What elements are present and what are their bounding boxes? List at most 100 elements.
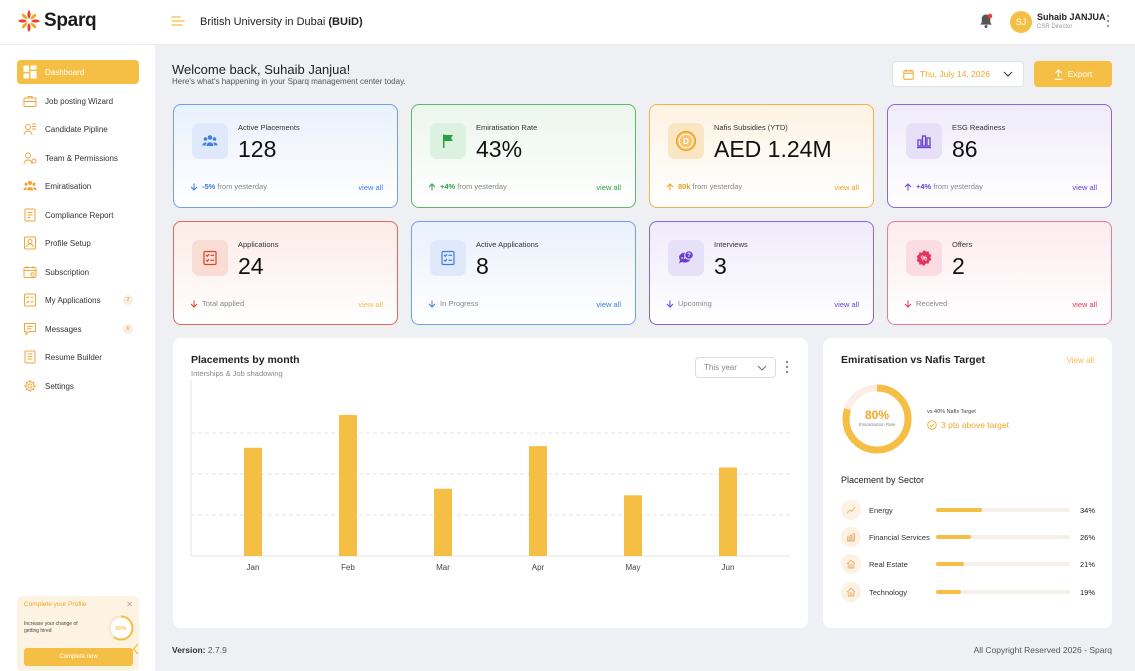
- sector-progress-track: [936, 508, 1070, 512]
- above-target-text: 3 pts above target: [941, 420, 1010, 430]
- view-all-link[interactable]: view all: [596, 300, 621, 309]
- profile-progress-ring: 60%: [107, 614, 135, 642]
- svg-text:D: D: [683, 137, 689, 146]
- sidebar-item-candidate-pipline[interactable]: Candidate Pipline: [17, 117, 139, 141]
- bar-apr[interactable]: [529, 446, 547, 556]
- sector-row-financial-services: Financial Services 26%: [841, 527, 1095, 547]
- sidebar-item-label: Team & Permissions: [45, 153, 118, 163]
- stat-label: ESG Readiness: [952, 123, 1006, 132]
- stat-value: 86: [952, 136, 978, 162]
- upload-icon: [1054, 68, 1063, 80]
- sidebar-item-dashboard[interactable]: Dashboard: [17, 60, 139, 84]
- sector-row-technology: Technology 19%: [841, 582, 1095, 602]
- emiratisation-percent: 80%: [864, 408, 890, 422]
- sidebar-item-emiratisation[interactable]: Emiratisation: [17, 174, 139, 198]
- view-all-link[interactable]: view all: [834, 300, 859, 309]
- profile-icon: [23, 236, 37, 250]
- stat-value: 8: [476, 253, 489, 279]
- stat-trend-text: from yesterday: [457, 182, 507, 191]
- above-target-status: 3 pts above target: [927, 420, 1009, 430]
- view-all-link[interactable]: view all: [358, 183, 383, 192]
- sidebar-item-team-permissions[interactable]: Team & Permissions: [17, 146, 139, 170]
- close-icon[interactable]: ✕: [126, 600, 133, 609]
- coin-icon: D: [668, 123, 704, 159]
- sidebar-item-settings[interactable]: Settings: [17, 374, 139, 398]
- bar-may[interactable]: [624, 495, 642, 556]
- sidebar-item-compliance-report[interactable]: Compliance Report: [17, 203, 139, 227]
- stat-value: 3: [714, 253, 727, 279]
- version-info: Version: 2.7.9: [172, 645, 227, 655]
- view-all-link[interactable]: view all: [834, 183, 859, 192]
- x-tick-label: Feb: [341, 563, 355, 572]
- sector-row-real-estate: Real Estate 21%: [841, 554, 1095, 574]
- sidebar-item-resume-builder[interactable]: Resume Builder: [17, 345, 139, 369]
- messages-icon: [23, 322, 37, 336]
- stat-label: Active Applications: [476, 240, 539, 249]
- sector-row-energy: Energy 34%: [841, 500, 1095, 520]
- sector-progress-track: [936, 535, 1070, 539]
- view-all-link[interactable]: view all: [1072, 300, 1097, 309]
- briefcase-icon: [23, 94, 37, 108]
- stat-card-active-placements: Active Placements 128 -5% from yesterday vie…: [173, 104, 398, 208]
- view-all-link[interactable]: view all: [358, 300, 383, 309]
- stat-label: Active Placements: [238, 123, 300, 132]
- logo[interactable]: Sparq: [18, 10, 97, 32]
- notification-bell-icon[interactable]: [979, 13, 993, 29]
- sidebar-item-job-posting-wizard[interactable]: Job posting Wizard: [17, 89, 139, 113]
- stat-card-offers: % Offers 2 Received view all: [887, 221, 1112, 325]
- period-select[interactable]: This year: [695, 357, 776, 378]
- sidebar-item-label: Profile Setup: [45, 238, 91, 248]
- sidebar-item-label: My Applications: [45, 295, 101, 305]
- org-name: British University in Dubai: [200, 16, 326, 28]
- date-picker[interactable]: Thu, July 14, 2026: [892, 61, 1024, 87]
- export-button[interactable]: Export: [1034, 61, 1112, 87]
- complete-now-button[interactable]: Complete now: [24, 648, 133, 666]
- user-menu-kebab-icon[interactable]: [1106, 14, 1110, 28]
- sidebar-item-profile-setup[interactable]: Profile Setup: [17, 231, 139, 255]
- sector-name: Financial Services: [869, 533, 930, 542]
- stat-trend-value: -5%: [202, 182, 216, 191]
- calendar-icon: [903, 69, 914, 80]
- sidebar-item-subscription[interactable]: Subscription: [17, 260, 139, 284]
- sidebar-item-messages[interactable]: Messages 6: [17, 317, 139, 341]
- sidebar: Dashboard Job posting Wizard Candidate Pip…: [0, 45, 155, 671]
- chevron-down-icon: [1003, 71, 1013, 77]
- copyright-text: All Copyright Reserved 2026 - Sparq: [973, 645, 1112, 655]
- welcome-heading: Welcome back, Suhaib Janjua!: [172, 62, 351, 77]
- bar-jan[interactable]: [244, 447, 262, 556]
- applications-icon: [23, 293, 37, 307]
- menu-toggle-icon[interactable]: [171, 14, 185, 28]
- stat-trend-text: Total applied: [202, 299, 245, 308]
- chart-menu-kebab-icon[interactable]: [785, 360, 789, 374]
- stat-trend: Received: [904, 299, 947, 308]
- profile-card-title: Complete your Profile: [24, 601, 87, 608]
- bar-jun[interactable]: [719, 467, 737, 556]
- version-label: Version:: [172, 645, 206, 655]
- team-icon: [23, 151, 37, 165]
- view-all-link[interactable]: view all: [596, 183, 621, 192]
- bar-feb[interactable]: [339, 414, 357, 556]
- sidebar-item-badge: 6: [123, 324, 133, 334]
- check-circle-icon: [927, 420, 937, 430]
- user-role: CSR Director: [1037, 24, 1073, 30]
- svg-text:%: %: [921, 256, 928, 263]
- chat-icon: ?: [668, 240, 704, 276]
- sidebar-item-label: Messages: [45, 324, 82, 334]
- view-all-link[interactable]: view all: [1072, 183, 1097, 192]
- stat-trend: Total applied: [190, 299, 244, 308]
- stat-value: 128: [238, 136, 277, 162]
- user-avatar[interactable]: SJ: [1010, 11, 1032, 33]
- bar-mar[interactable]: [434, 488, 452, 556]
- sidebar-item-my-applications[interactable]: My Applications 2: [17, 288, 139, 312]
- sparq-logo-icon: [18, 10, 40, 32]
- view-all-link[interactable]: View all: [1066, 356, 1094, 365]
- top-bar: Sparq British University in Dubai (BUiD)…: [0, 0, 1135, 45]
- export-label: Export: [1067, 69, 1093, 79]
- sector-title: Placement by Sector: [841, 475, 925, 485]
- collapse-sidebar-chevron-left-icon[interactable]: [132, 643, 140, 655]
- welcome-subtitle: Here's what's happening in your Sparq ma…: [172, 77, 406, 86]
- user-initials: SJ: [1015, 17, 1027, 27]
- arrow-up-icon: [904, 182, 912, 191]
- finance-icon: [841, 527, 861, 547]
- brand-name: Sparq: [44, 10, 97, 31]
